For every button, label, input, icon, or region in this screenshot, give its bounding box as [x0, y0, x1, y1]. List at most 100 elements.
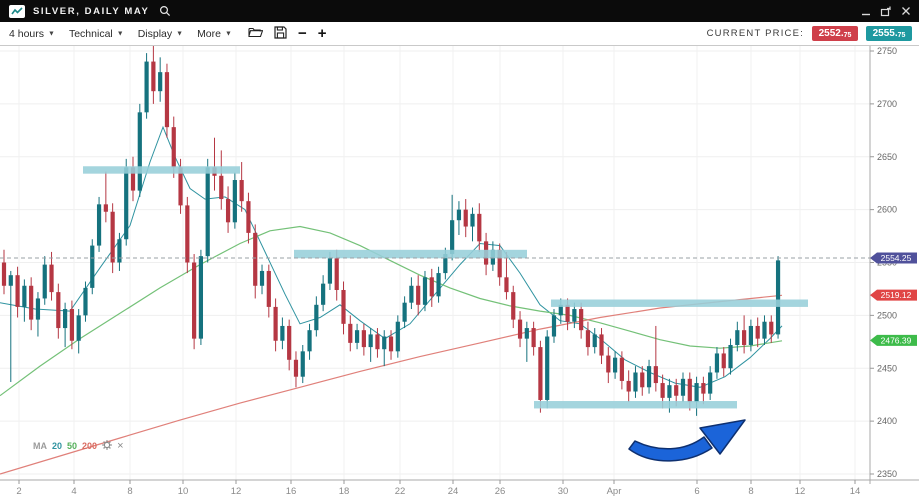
candle-up	[368, 334, 373, 348]
candle-up	[90, 245, 95, 288]
candle-down	[674, 385, 679, 396]
y-axis-labels[interactable]: 275027002650260025502500245024002350	[870, 46, 897, 479]
candle-up	[158, 72, 163, 92]
price-tag-label: 2476.39	[881, 335, 912, 345]
candle-up	[321, 283, 326, 305]
x-tick-label: 22	[395, 486, 406, 497]
x-tick-label: 12	[231, 486, 242, 497]
chevron-down-icon: ▼	[225, 30, 232, 38]
candle-down	[429, 277, 434, 297]
x-tick-label: 8	[748, 486, 753, 497]
candle-down	[69, 309, 74, 341]
y-tick-label: 2700	[877, 99, 897, 109]
app-logo-icon	[9, 4, 25, 18]
candle-up	[280, 325, 285, 341]
candle-up	[551, 315, 557, 337]
candle-down	[103, 204, 108, 212]
ma-50-label: 50	[67, 441, 78, 451]
y-tick-label: 2500	[877, 310, 897, 320]
ma-200-label: 200	[82, 441, 98, 451]
save-icon[interactable]	[274, 25, 287, 42]
candle-down	[517, 319, 523, 339]
ma-remove-icon[interactable]: ×	[117, 440, 124, 452]
candle-up	[646, 366, 652, 388]
ma-legend: MA 20 50 200 ×	[33, 440, 124, 452]
candle-down	[253, 232, 258, 286]
restore-window-button[interactable]	[880, 6, 892, 17]
chart-toolbar: 4 hours ▼ Technical ▼ Display ▼ More ▼ −…	[0, 22, 919, 46]
candle-up	[137, 112, 142, 191]
candle-down	[266, 270, 271, 307]
resistance-2560-zone[interactable]	[294, 249, 527, 259]
candle-down	[246, 201, 251, 233]
candle-up	[572, 309, 577, 322]
y-tick-label: 2750	[877, 46, 897, 56]
support-2415-zone[interactable]	[534, 401, 737, 409]
chevron-down-icon: ▼	[116, 30, 124, 38]
arrow-head	[699, 419, 746, 455]
candle-down	[185, 205, 190, 263]
window-title: SILVER, DAILY MAY	[33, 5, 150, 17]
x-tick-label: 12	[795, 486, 806, 497]
candle-down	[171, 127, 176, 168]
more-dropdown[interactable]: More ▼	[197, 27, 232, 40]
candle-up	[633, 372, 638, 392]
y-tick-label: 2350	[877, 469, 897, 479]
candle-down	[56, 292, 61, 329]
candle-down	[334, 258, 339, 290]
candle-up	[198, 256, 204, 339]
arrow-tail	[628, 436, 713, 462]
candle-down	[293, 359, 299, 377]
search-icon[interactable]	[159, 5, 171, 17]
x-axis-labels[interactable]: 2 4 8 10 12 16 18 22 24 26 30 Apr 6 8 12 14	[16, 480, 860, 497]
candle-down	[660, 383, 665, 398]
display-dropdown[interactable]: Display ▼	[137, 27, 184, 40]
candle-down	[538, 347, 543, 400]
breakout-arrow-annotation[interactable]	[628, 419, 746, 462]
x-tick-label: 6	[694, 486, 699, 497]
candle-up	[694, 383, 699, 403]
resistance-2640-zone[interactable]	[83, 166, 240, 174]
minimize-button[interactable]	[861, 6, 871, 16]
timeframe-dropdown[interactable]: 4 hours ▼	[9, 27, 55, 40]
candle-up	[470, 213, 475, 227]
zoom-in-button[interactable]: +	[317, 24, 327, 42]
candle-up	[42, 264, 47, 299]
candle-down	[626, 380, 631, 392]
x-tick-label: 10	[178, 486, 189, 497]
candlesticks	[1, 45, 781, 416]
y-tick-label: 2650	[877, 152, 897, 162]
x-tick-label: 24	[448, 486, 459, 497]
open-folder-icon[interactable]	[248, 26, 264, 41]
candle-down	[463, 209, 468, 227]
candle-up	[558, 304, 563, 316]
close-button[interactable]	[901, 6, 911, 16]
technical-dropdown[interactable]: Technical ▼	[68, 27, 124, 40]
candle-up	[96, 204, 102, 246]
candle-up	[762, 321, 767, 339]
candle-down	[606, 355, 611, 373]
candle-up	[708, 372, 713, 394]
candle-down	[701, 383, 706, 394]
zoom-out-button[interactable]: −	[297, 24, 307, 42]
candle-down	[640, 372, 645, 388]
x-tick-label: 2	[16, 486, 21, 497]
candle-up	[8, 275, 13, 286]
resistance-2512-zone[interactable]	[551, 299, 808, 307]
candle-up	[524, 328, 529, 339]
candle-up	[613, 357, 618, 373]
candle-down	[225, 199, 231, 223]
candle-up	[775, 260, 781, 335]
ma-legend-label: MA	[33, 441, 47, 451]
candle-up	[592, 334, 597, 348]
candle-down	[742, 330, 747, 345]
candle-up	[728, 344, 733, 369]
ma-settings-gear-icon[interactable]	[102, 440, 112, 452]
candle-up	[259, 270, 265, 286]
candle-down	[1, 262, 7, 286]
candle-down	[151, 61, 156, 92]
candle-down	[416, 285, 421, 305]
x-tick-label: 4	[71, 486, 76, 497]
price-tag-badge	[870, 289, 917, 301]
